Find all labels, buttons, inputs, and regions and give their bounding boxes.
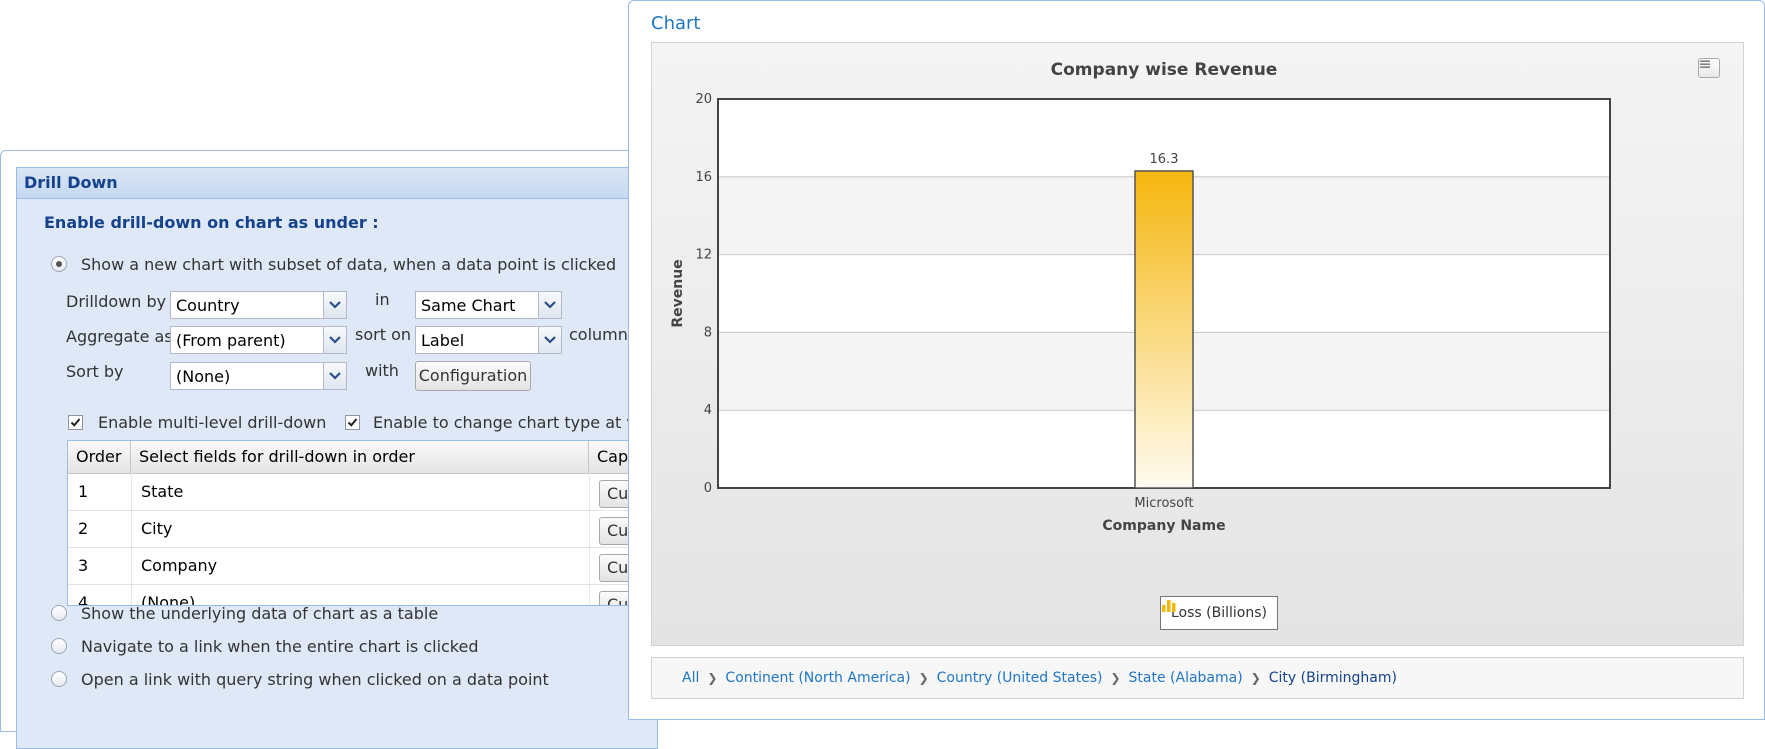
bar-chart-icon [1162, 600, 1176, 612]
sort-on-value: Label [421, 331, 465, 350]
y-tick-label: 4 [704, 403, 712, 418]
label-show-table: Show the underlying data of chart as a t… [81, 604, 439, 623]
row-order: 3 [78, 556, 89, 575]
checkbox-change-type[interactable] [345, 415, 360, 430]
drilldown-fieldset: Drill Down Enable drill-down on chart as… [16, 167, 663, 749]
table-row[interactable]: 3 Company Cu [68, 548, 641, 585]
row-order: 4 [78, 593, 89, 606]
y-tick-label: 12 [695, 248, 712, 263]
sort-on-select[interactable]: Label [415, 326, 562, 354]
row-field[interactable]: City [141, 519, 173, 538]
radio-show-table[interactable] [51, 605, 67, 621]
chart-menu-button[interactable] [1698, 58, 1720, 78]
chevron-down-icon[interactable] [538, 291, 562, 319]
drilldown-by-select[interactable]: Country [170, 291, 347, 319]
radio-new-chart[interactable] [51, 256, 67, 272]
grid-band [718, 99, 1610, 177]
label-column: column [569, 325, 628, 344]
aggregate-as-value: (From parent) [176, 331, 286, 350]
chart-panel: Chart Company wise Revenue 0 4 8 12 16 20 16.… [628, 0, 1765, 720]
y-tick-label: 16 [695, 170, 712, 185]
chevron-right-icon: ❯ [918, 671, 929, 685]
label-in: in [375, 290, 390, 309]
chart-panel-title: Chart [651, 13, 701, 34]
chart-frame: Company wise Revenue 0 4 8 12 16 20 16.3 Micro… [651, 42, 1744, 646]
chart-legend[interactable]: Loss (Billions) [1160, 596, 1278, 630]
grid-header: Order Select fields for drill-down in or… [68, 441, 641, 474]
y-tick-label: 0 [704, 481, 712, 496]
label-query-link: Open a link with query string when click… [81, 670, 549, 689]
table-row[interactable]: 2 City Cu [68, 511, 641, 548]
grid-divider [589, 473, 590, 605]
bars: 16.3 Microsoft [1134, 152, 1194, 511]
drilldown-by-value: Country [176, 296, 240, 315]
chevron-right-icon: ❯ [1110, 671, 1121, 685]
sort-by-select[interactable]: (None) [170, 362, 347, 390]
bar-chart: Company wise Revenue 0 4 8 12 16 20 16.3 Micro… [670, 60, 1611, 534]
chevron-down-icon[interactable] [323, 326, 347, 354]
drilldown-heading: Enable drill-down on chart as under : [44, 213, 379, 232]
label-navigate-link: Navigate to a link when the entire chart… [81, 637, 479, 656]
breadcrumb-item[interactable]: Country (United States) [936, 670, 1103, 686]
y-tick-label: 8 [704, 325, 712, 340]
aggregate-as-select[interactable]: (From parent) [170, 326, 347, 354]
breadcrumb-item[interactable]: State (Alabama) [1128, 670, 1243, 686]
label-drilldown-by: Drilldown by [66, 292, 167, 311]
legend-label: Loss (Billions) [1171, 605, 1267, 621]
sort-by-value: (None) [176, 367, 231, 386]
chevron-right-icon: ❯ [1250, 671, 1261, 685]
bar[interactable] [1134, 170, 1194, 489]
radio-navigate-link[interactable] [51, 638, 67, 654]
grid-divider [131, 473, 132, 605]
breadcrumb-item[interactable]: Continent (North America) [725, 670, 911, 686]
menu-icon [1700, 60, 1710, 68]
table-row[interactable]: 1 State Cu [68, 474, 641, 511]
drilldown-panel: Drill Down Enable drill-down on chart as… [0, 150, 663, 749]
chart-title: Company wise Revenue [1051, 60, 1278, 80]
label-sort-by: Sort by [66, 362, 124, 381]
label-aggregate-as: Aggregate as [66, 327, 173, 346]
label-multi-level: Enable multi-level drill-down [98, 413, 327, 432]
label-new-chart: Show a new chart with subset of data, wh… [81, 255, 617, 274]
label-with: with [365, 361, 399, 380]
row-field[interactable]: (None) [141, 593, 196, 606]
x-axis-label: Company Name [1102, 518, 1225, 534]
column-header-caption[interactable]: Cap [597, 447, 629, 466]
drilldown-header: Drill Down [17, 168, 657, 199]
row-field[interactable]: State [141, 482, 184, 501]
checkbox-multi-level[interactable] [68, 415, 83, 430]
radio-query-link[interactable] [51, 671, 67, 687]
label-sort-on: sort on [355, 325, 411, 344]
table-row[interactable]: 4 (None) Cu [68, 585, 641, 606]
column-header-order[interactable]: Order [68, 441, 131, 473]
label-change-type: Enable to change chart type at view [373, 413, 664, 432]
row-order: 2 [78, 519, 89, 538]
chevron-down-icon[interactable] [323, 362, 347, 390]
y-tick-label: 20 [695, 92, 712, 107]
x-tick-label: Microsoft [1134, 496, 1193, 511]
breadcrumb-item: City (Birmingham) [1268, 670, 1397, 686]
drilldown-breadcrumb: All ❯ Continent (North America) ❯ Country (U… [651, 657, 1744, 699]
column-header-fields[interactable]: Select fields for drill-down in order [131, 441, 589, 473]
checkmark-icon [70, 418, 81, 427]
checkmark-icon [347, 418, 358, 427]
row-field[interactable]: Company [141, 556, 218, 575]
in-select[interactable]: Same Chart [415, 291, 562, 319]
configuration-button[interactable]: Configuration [415, 361, 531, 391]
breadcrumb-item[interactable]: All [682, 670, 700, 686]
drilldown-fields-grid: Order Select fields for drill-down in or… [67, 440, 642, 606]
chevron-right-icon: ❯ [707, 671, 718, 685]
row-order: 1 [78, 482, 89, 501]
data-label: 16.3 [1150, 152, 1179, 167]
chevron-down-icon[interactable] [538, 326, 562, 354]
y-axis-label: Revenue [670, 259, 686, 327]
in-value: Same Chart [421, 296, 516, 315]
y-axis-ticks: 0 4 8 12 16 20 [695, 92, 712, 496]
chevron-down-icon[interactable] [323, 291, 347, 319]
